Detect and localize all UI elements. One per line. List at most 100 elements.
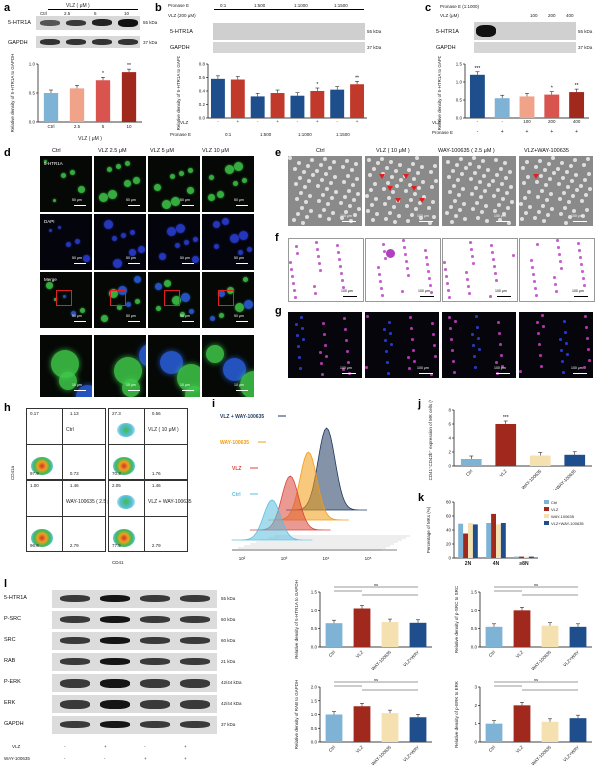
cell <box>213 221 220 228</box>
cell <box>385 350 388 353</box>
blot-kda: 42/44 kDa <box>221 701 242 706</box>
micrograph: 50 μm <box>202 214 254 270</box>
cell <box>336 244 339 247</box>
legend-label: VLZ <box>551 507 559 512</box>
scale-bar <box>496 221 510 222</box>
cell <box>289 261 292 264</box>
cell <box>406 267 409 270</box>
scale-label: 50 μm <box>72 314 82 318</box>
cell <box>288 156 292 160</box>
cell <box>537 210 541 214</box>
cell <box>444 268 447 271</box>
bar <box>409 622 427 647</box>
cell <box>586 337 589 340</box>
histogram-curve <box>231 499 313 541</box>
cell <box>582 163 586 167</box>
cell <box>429 170 433 174</box>
cell <box>466 278 469 281</box>
y-tick-label: 0.5 <box>456 98 463 103</box>
micrograph: 100 μm <box>288 312 362 378</box>
cell <box>322 322 325 325</box>
vlz-sign: + <box>276 119 279 125</box>
y-axis-label: Relative density of 5-HTR1A to GAPDH <box>176 56 181 130</box>
cell <box>225 165 234 174</box>
arrow-marker <box>411 186 417 191</box>
bar <box>513 705 531 742</box>
cell <box>108 190 117 199</box>
bar <box>250 96 265 118</box>
cell <box>369 188 373 192</box>
significance-mark: ** <box>355 75 359 81</box>
bar <box>381 622 399 647</box>
gate-line-h <box>109 444 187 445</box>
panel-b-pron-label: Pronase E <box>170 132 192 137</box>
panel-c-blot-label-1: GAPDH <box>436 45 456 51</box>
x-tick-label: VLZ+WAY <box>562 650 580 668</box>
micrograph: 50 μm <box>40 214 92 270</box>
band <box>140 700 170 709</box>
x-axis-label: VLZ ( μM ) <box>78 136 102 142</box>
micrograph: 50 μm <box>94 272 146 328</box>
cell <box>75 239 80 244</box>
micrograph: 100 μm <box>519 238 595 302</box>
cell <box>159 253 166 260</box>
x-tick-label: 2N <box>465 561 472 567</box>
cell <box>292 282 295 285</box>
panel-d-col-1: VLZ 2.5 μM <box>98 148 127 154</box>
cell <box>428 277 431 280</box>
cell <box>219 313 224 318</box>
cell <box>126 302 131 307</box>
scale-label: 100 μm <box>571 366 583 370</box>
cell <box>327 217 331 221</box>
x-tick-label: WAY-100635 <box>521 468 543 490</box>
legend-label: Ctrl <box>551 500 557 505</box>
band <box>60 658 90 665</box>
blot-row <box>52 632 217 650</box>
cell <box>345 339 348 342</box>
panel-c-kda-1: 37 kDa <box>578 45 593 50</box>
panel-l-way-label: WAY-100635 <box>4 756 30 761</box>
cell <box>476 326 479 329</box>
cell <box>554 283 557 286</box>
cell <box>489 295 492 298</box>
cell <box>383 250 386 253</box>
cell <box>584 193 588 197</box>
cell <box>313 285 316 288</box>
cell <box>452 184 456 188</box>
scale-bar <box>128 321 140 322</box>
y-tick-label: 1.5 <box>311 698 318 703</box>
panel-l-chart-2: 0.0 0.5 1.0 1.5 2.0 Ctrl VLZ WAY-100635 VLZ+WAY R… <box>294 677 432 766</box>
micrograph: 100 μm <box>365 156 439 226</box>
cell <box>348 204 352 208</box>
cell <box>588 359 591 362</box>
arrow-marker <box>387 186 393 191</box>
y-tick-label: 0 <box>474 740 477 745</box>
cell <box>54 298 57 301</box>
cell <box>61 173 66 178</box>
cell <box>339 201 343 205</box>
cell <box>101 315 108 322</box>
micrograph: 50 μm <box>148 156 200 212</box>
cell <box>495 279 498 282</box>
cell <box>472 344 475 347</box>
cell <box>321 193 325 197</box>
cell <box>308 194 312 198</box>
cell <box>113 259 122 268</box>
bar <box>121 72 137 122</box>
cell <box>295 245 298 248</box>
cell <box>405 204 409 208</box>
cell <box>533 280 536 283</box>
panel-c-vlz-5: 400 <box>566 13 574 18</box>
bar <box>43 93 59 122</box>
y-axis-label: Relative density of p-ERK to ERK <box>454 681 459 748</box>
vlz-value: 400 <box>573 119 581 124</box>
panel-f-label: f <box>275 232 279 244</box>
cell <box>383 328 386 331</box>
cell <box>325 187 329 191</box>
panel-l-chart-3: 0 1 2 3 Ctrl VLZ WAY-100635 VLZ+WAY Relative den… <box>454 677 592 766</box>
scale-label: 100 μm <box>571 214 583 218</box>
bar <box>544 94 560 118</box>
blot-row <box>52 611 217 629</box>
panel-b-kda-0: 55 kDa <box>367 29 382 34</box>
quadrant-value: 1.46 <box>151 483 161 488</box>
